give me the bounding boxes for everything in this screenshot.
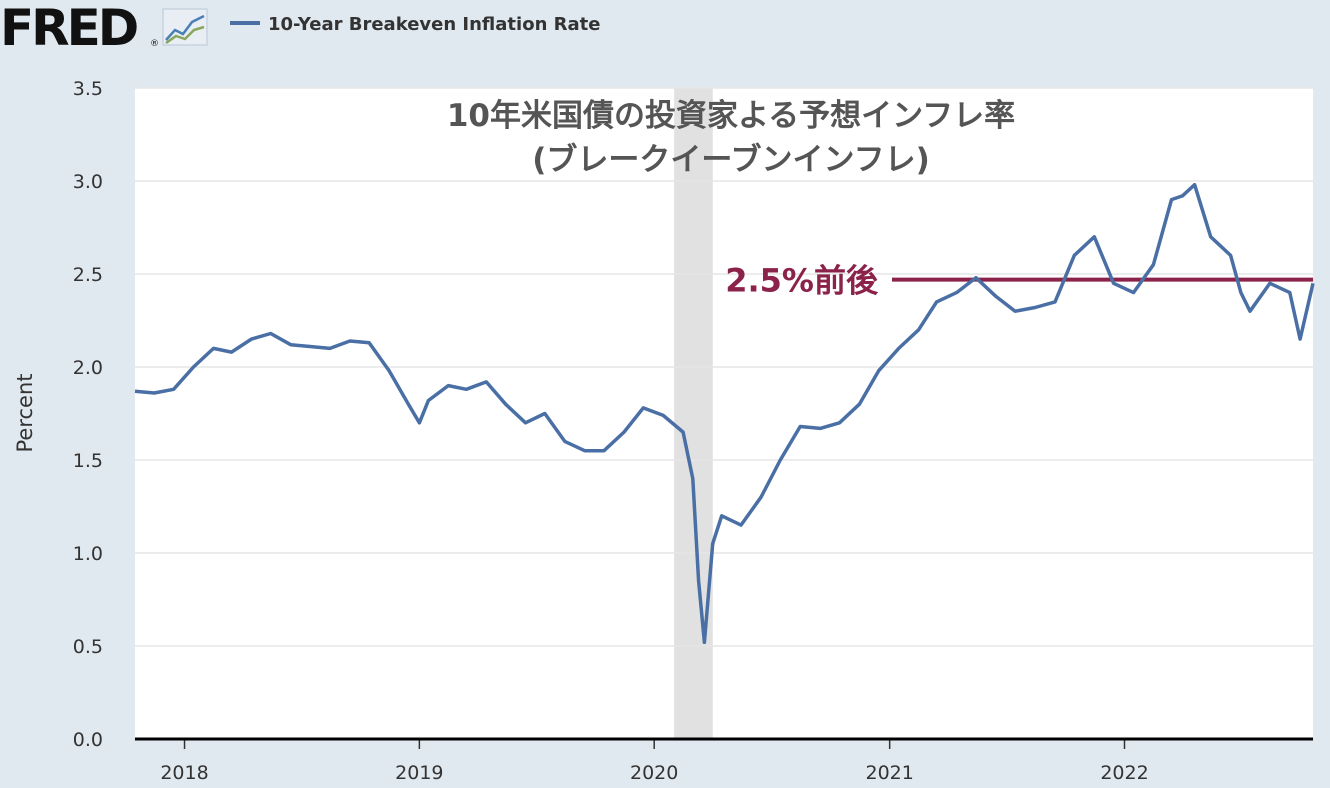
y-tick-label-3.0: 3.0 — [73, 171, 103, 193]
y-tick-label-0.0: 0.0 — [73, 729, 103, 751]
legend: 10-Year Breakeven Inflation Rate — [230, 14, 600, 35]
y-tick-label-0.5: 0.5 — [73, 636, 103, 658]
y-tick-label-2.5: 2.5 — [73, 264, 103, 286]
line-chart-icon — [162, 8, 208, 46]
y-tick-label-1.0: 1.0 — [73, 543, 103, 565]
y-axis-title: Percent — [13, 373, 37, 452]
gridlines — [135, 87, 1313, 647]
y-tick-label-3.5: 3.5 — [73, 78, 103, 100]
plot-area — [135, 88, 1313, 739]
chart-subtitle: (ブレークイーブンインフレ) — [532, 142, 930, 178]
y-axis-ticks: 0.0 0.5 1.0 1.5 2.0 2.5 3.0 3.5 — [73, 78, 103, 751]
annotation-label: 2.5%前後 — [725, 262, 879, 300]
x-tick-label-2018: 2018 — [160, 762, 208, 784]
fred-logo[interactable]: FRED ® — [0, 0, 208, 57]
logo-text: FRED — [0, 0, 137, 57]
x-tick-label-2022: 2022 — [1100, 762, 1148, 784]
registered-mark: ® — [150, 39, 159, 49]
y-tick-label-2.0: 2.0 — [73, 357, 103, 379]
recession-layer — [674, 88, 713, 739]
recession-band-0 — [674, 88, 713, 739]
legend-label: 10-Year Breakeven Inflation Rate — [268, 14, 600, 35]
x-tick-label-2021: 2021 — [865, 762, 913, 784]
y-tick-label-1.5: 1.5 — [73, 450, 103, 472]
chart-title: 10年米国債の投資家よる予想インフレ率 — [447, 98, 1015, 134]
series-line-breakeven — [134, 182, 1315, 645]
x-tick-label-2020: 2020 — [630, 762, 678, 784]
x-axis-ticks: 2018 2019 2020 2021 2022 — [160, 739, 1149, 784]
x-tick-label-2019: 2019 — [395, 762, 443, 784]
